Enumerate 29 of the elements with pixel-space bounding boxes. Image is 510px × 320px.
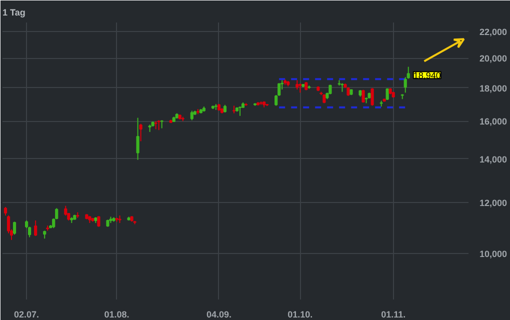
candlestick bbox=[404, 76, 407, 94]
y-tick-label: 20,000 bbox=[480, 54, 508, 64]
candlestick bbox=[238, 106, 242, 116]
annotation: 18,940 bbox=[413, 70, 441, 81]
x-tick-label: 01.08. bbox=[104, 310, 130, 320]
y-tick-label: 18,000 bbox=[480, 83, 508, 94]
candlestick bbox=[136, 117, 140, 160]
candlestick bbox=[64, 205, 68, 216]
x-tick-label: 02.07. bbox=[14, 310, 40, 320]
candlestick bbox=[34, 220, 38, 236]
y-tick-label: 10,000 bbox=[480, 249, 508, 260]
candlestick bbox=[139, 123, 142, 142]
chart-title: 1 Tag bbox=[2, 8, 26, 18]
candlestick bbox=[362, 89, 365, 103]
x-tick-label: 01.10. bbox=[288, 310, 313, 320]
candlestick bbox=[386, 88, 389, 100]
y-tick-label: 14,000 bbox=[480, 154, 508, 164]
candlestick bbox=[97, 216, 100, 228]
candlestick bbox=[370, 88, 374, 106]
candlestick bbox=[157, 120, 160, 131]
x-tick-label: 04.09. bbox=[206, 310, 232, 320]
y-tick-label: 22,000 bbox=[480, 26, 508, 37]
y-tick-label: 16,000 bbox=[480, 116, 508, 127]
candlestick bbox=[298, 83, 302, 94]
candlestick bbox=[12, 221, 16, 236]
candlestick bbox=[296, 80, 299, 90]
candlestick bbox=[190, 110, 194, 121]
y-tick-label: 12,000 bbox=[480, 198, 508, 208]
x-tick-label: 01.11. bbox=[381, 310, 406, 320]
